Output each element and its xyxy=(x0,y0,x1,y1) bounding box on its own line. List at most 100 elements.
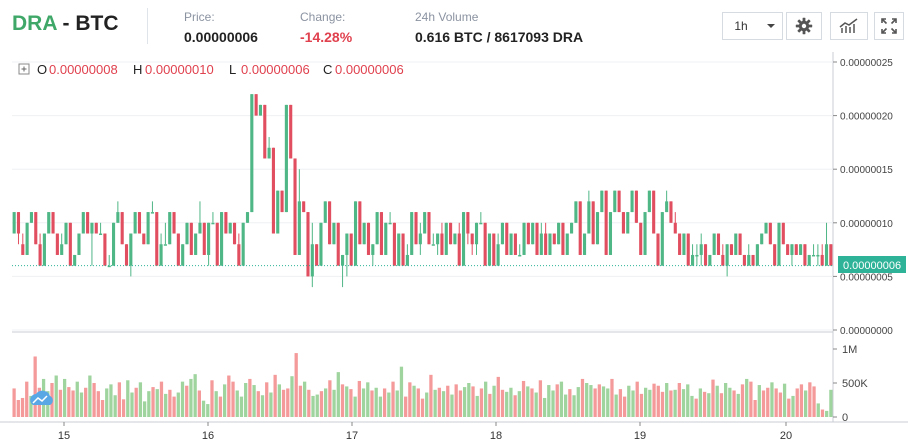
candle-body xyxy=(237,244,241,266)
volume-bar xyxy=(302,381,307,417)
candle-body xyxy=(557,222,561,245)
volume-bar xyxy=(787,398,791,417)
candle-body xyxy=(172,212,176,234)
candle-body xyxy=(691,254,695,266)
settings-button[interactable] xyxy=(786,12,822,40)
candle-body xyxy=(323,201,327,223)
caret-down-icon xyxy=(766,24,775,28)
candle-body xyxy=(198,222,202,234)
volume-stat: 24h Volume 0.616 BTC / 8617093 DRA xyxy=(415,10,583,45)
candle-body xyxy=(483,222,487,266)
candle-body xyxy=(215,222,219,266)
candle-body xyxy=(116,212,120,223)
candle-body xyxy=(587,201,591,234)
candle-body xyxy=(639,222,643,255)
volume-bar xyxy=(454,384,458,417)
candle-body xyxy=(479,222,483,225)
candle-body xyxy=(535,222,539,255)
volume-bar xyxy=(770,382,774,417)
volume-bar xyxy=(176,392,180,417)
volume-bar xyxy=(20,397,25,417)
volume-bar xyxy=(286,388,290,417)
candle-body xyxy=(492,233,496,266)
volume-bar xyxy=(25,381,29,417)
indicators-button[interactable] xyxy=(830,12,868,40)
volume-bar xyxy=(252,385,256,417)
candle-body xyxy=(466,212,470,234)
volume-bar xyxy=(290,376,294,417)
volume-bar xyxy=(829,389,833,417)
volume-bar xyxy=(374,387,378,417)
timeframe-button[interactable]: 1h xyxy=(722,12,760,40)
candle-body xyxy=(220,212,224,266)
volume-bar xyxy=(370,390,374,417)
candle-body xyxy=(258,104,263,116)
pair-title: DRA - BTC xyxy=(12,12,119,36)
volume-bar xyxy=(420,398,425,417)
volume-bar xyxy=(555,384,559,417)
volume-bar xyxy=(105,388,109,417)
volume-bar xyxy=(812,386,816,417)
price-label: Price: xyxy=(184,10,215,24)
timeframe-dropdown[interactable] xyxy=(759,12,783,40)
chart-area[interactable]: 0.00000025 0.00000020 0.00000015 0.00000010… xyxy=(0,52,908,448)
volume-bar xyxy=(109,384,113,417)
candle-body xyxy=(531,222,535,245)
candle-body xyxy=(302,201,306,213)
candle-body xyxy=(68,222,72,266)
grid xyxy=(0,52,908,423)
volume-bar xyxy=(521,380,526,417)
volume-bar xyxy=(644,387,648,417)
pair-separator: - xyxy=(56,12,76,35)
volume-bar xyxy=(193,374,197,417)
candle-body xyxy=(207,222,211,255)
volume-bar xyxy=(130,392,134,417)
candle-body xyxy=(582,233,587,255)
volume-bar xyxy=(580,378,585,417)
candle-body xyxy=(734,233,738,255)
candle-body xyxy=(518,254,522,257)
volume-bar xyxy=(429,374,433,417)
candle-body xyxy=(124,244,129,266)
price-chart[interactable]: 0.00000025 0.00000020 0.00000015 0.00000010… xyxy=(0,52,908,443)
candle-body xyxy=(271,147,275,234)
volume-bar xyxy=(458,390,463,417)
candle-body xyxy=(289,104,293,159)
volume-bar xyxy=(526,386,530,417)
candle-body xyxy=(768,222,772,245)
candle-body xyxy=(811,254,816,257)
candle-body xyxy=(155,212,159,266)
candle-body xyxy=(790,244,794,255)
legend-h-value: 0.00000010 xyxy=(145,62,214,77)
candle-body xyxy=(660,212,664,266)
candle-body xyxy=(703,244,708,266)
candle-body xyxy=(86,212,90,234)
candle-body xyxy=(440,233,444,255)
candle-body xyxy=(561,222,565,255)
candle-body xyxy=(716,233,721,255)
volume-bar xyxy=(412,385,416,417)
candle-body xyxy=(487,233,492,266)
candle-body xyxy=(133,212,137,234)
candle-body xyxy=(306,212,310,277)
volume-bar xyxy=(585,383,589,417)
volume-bar xyxy=(597,384,601,417)
legend-o-label: O xyxy=(37,62,47,77)
volume-bar xyxy=(67,387,71,417)
volume-bar xyxy=(349,389,353,417)
volume-bar xyxy=(702,391,707,417)
volume-bar xyxy=(151,387,155,417)
candle-body xyxy=(643,212,647,255)
chart-indicators-icon xyxy=(839,18,858,33)
candle-body xyxy=(695,254,699,257)
volume-bar xyxy=(542,397,547,417)
candle-body xyxy=(431,244,435,246)
candle-body xyxy=(777,222,781,266)
candle-body xyxy=(358,201,362,245)
candle-body xyxy=(379,212,384,255)
volume-bar xyxy=(58,389,63,417)
volume-bar xyxy=(197,390,201,417)
volume-bar xyxy=(357,380,361,417)
timeframe-label: 1h xyxy=(734,19,748,33)
fullscreen-button[interactable] xyxy=(874,12,904,40)
